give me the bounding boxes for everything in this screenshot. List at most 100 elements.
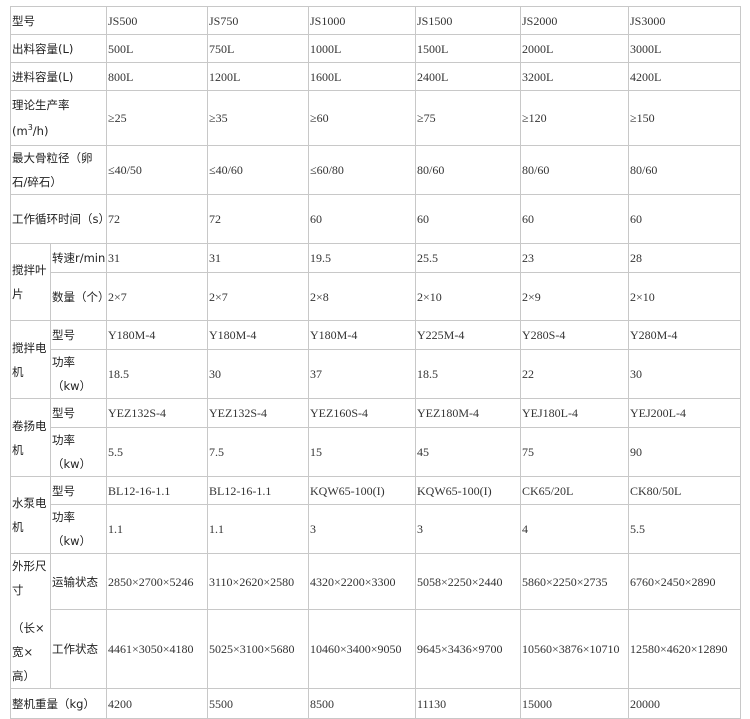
row-label: 最大骨粒径（卵石/碎石） (10, 145, 107, 195)
value-cell: 5500 (207, 688, 309, 719)
value-cell: 20000 (628, 688, 741, 719)
value-cell: 75 (520, 427, 629, 477)
table-row: 出料容量(L) 500L 750L 1000L 1500L 2000L 3000L (10, 34, 741, 63)
row-label: 型号 (10, 6, 107, 35)
table-row: 搅拌叶片 转速r/min 31 31 19.5 25.5 23 28 (10, 243, 741, 321)
value-cell: 45 (415, 427, 521, 477)
value-cell: YEJ180L-4 (520, 398, 629, 428)
table-row: 型号 JS500 JS750 JS1000 JS1500 JS2000 JS3000 (10, 6, 741, 35)
table-row: 最大骨粒径（卵石/碎石） ≤40/50 ≤40/60 ≤60/80 80/60 80/60… (10, 145, 741, 195)
value-cell: 72 (106, 194, 208, 244)
value-cell: 2400L (415, 62, 521, 91)
unit-sup: 3 (27, 123, 33, 133)
value-cell: 30 (207, 349, 309, 399)
value-cell: ≤40/50 (106, 145, 208, 195)
sub-label: 型号 (50, 320, 107, 350)
unit: (m3/h) (12, 123, 49, 139)
value-cell: 30 (628, 349, 741, 399)
table-row: 工作状态 4461×3050×4180 5025×3100×5680 10460×34… (11, 609, 741, 689)
group-label: 搅拌电机 (10, 320, 51, 399)
value-cell: 2×10 (415, 272, 521, 321)
value-cell: 3 (415, 504, 521, 554)
table-row: 外形尺寸 （长×宽×高） 运输状态 2850×2700×5246 3110×2620×2… (10, 552, 741, 689)
value-cell: 4200L (628, 62, 741, 91)
value-cell: 800L (106, 62, 208, 91)
value-cell: 80/60 (415, 145, 521, 195)
value-cell: 1.1 (106, 504, 208, 554)
value-cell: 28 (628, 243, 741, 273)
table-row: 数量（个） 2×7 2×7 2×8 2×10 2×9 2×10 (11, 272, 741, 321)
value-cell: 750L (207, 34, 309, 63)
group-label: 水泵电机 (10, 476, 51, 554)
value-cell: YEZ180M-4 (415, 398, 521, 428)
value-cell: Y280M-4 (628, 320, 741, 350)
table-row: 进料容量(L) 800L 1200L 1600L 2400L 3200L 4200L (10, 62, 741, 91)
value-cell: 60 (415, 194, 521, 244)
value-cell: ≥60 (308, 90, 416, 146)
value-cell: JS750 (207, 6, 309, 35)
value-cell: BL12-16-1.1 (106, 476, 208, 505)
row-label: 进料容量(L) (10, 62, 107, 91)
value-cell: 2×7 (106, 272, 208, 321)
table-row: 功率（kw） 18.5 30 37 18.5 22 30 (11, 349, 741, 399)
value-cell: 80/60 (520, 145, 629, 195)
sub-label: 数量（个） (50, 272, 110, 321)
value-cell: KQW65-100(I) (415, 476, 521, 505)
value-cell: 3200L (520, 62, 629, 91)
value-cell: 18.5 (415, 349, 521, 399)
value-cell: 5.5 (628, 504, 741, 554)
unit-post: /h) (32, 124, 49, 139)
dim-label-bottom: （长×宽×高） (12, 621, 45, 683)
value-cell: 4200 (106, 688, 208, 719)
value-cell: 31 (106, 243, 208, 273)
value-cell: KQW65-100(I) (308, 476, 416, 505)
value-cell: 4461×3050×4180 (106, 609, 208, 689)
dim-label-top: 外形尺寸 (12, 559, 47, 597)
value-cell: YEJ200L-4 (628, 398, 741, 428)
value-cell: 7.5 (207, 427, 309, 477)
sub-label: 功率（kw） (50, 427, 107, 477)
row-label: 出料容量(L) (10, 34, 107, 63)
value-cell: Y180M-4 (308, 320, 416, 350)
value-cell: YEZ160S-4 (308, 398, 416, 428)
value-cell: 23 (520, 243, 629, 273)
value-cell: Y180M-4 (106, 320, 208, 350)
table-row: 工作循环时间（s） 72 72 60 60 60 60 (10, 194, 741, 244)
table-row: 功率（kw） 5.5 7.5 15 45 75 90 (11, 427, 741, 477)
value-cell: 3000L (628, 34, 741, 63)
value-cell: 22 (520, 349, 629, 399)
value-cell: JS500 (106, 6, 208, 35)
value-cell: CK65/20L (520, 476, 629, 505)
value-cell: 500L (106, 34, 208, 63)
value-cell: 5058×2250×2440 (415, 552, 521, 611)
value-cell: 60 (628, 194, 741, 244)
row-label: 理论生产率 (m3/h) (10, 90, 107, 146)
value-cell: ≥120 (520, 90, 629, 146)
sub-label: 型号 (50, 398, 107, 428)
value-cell: 15 (308, 427, 416, 477)
value-cell: ≥150 (628, 90, 741, 146)
value-cell: 2×8 (308, 272, 416, 321)
value-cell: 2000L (520, 34, 629, 63)
value-cell: 11130 (415, 688, 521, 719)
sub-label: 运输状态 (50, 552, 107, 611)
group-label: 外形尺寸 （长×宽×高） (10, 553, 51, 689)
value-cell: ≤40/60 (207, 145, 309, 195)
value-cell: 3110×2620×2580 (207, 552, 309, 611)
value-cell: 4320×2200×3300 (308, 552, 416, 611)
unit-pre: (m (12, 124, 28, 139)
value-cell: ≥35 (207, 90, 309, 146)
value-cell: YEZ132S-4 (106, 398, 208, 428)
value-cell: 5025×3100×5680 (207, 609, 309, 689)
value-cell: 1600L (308, 62, 416, 91)
table-row: 理论生产率 (m3/h) ≥25 ≥35 ≥60 ≥75 ≥120 ≥150 (10, 90, 741, 146)
sub-label: 功率（kw） (50, 349, 107, 399)
value-cell: 90 (628, 427, 741, 477)
value-cell: JS1000 (308, 6, 416, 35)
value-cell: Y180M-4 (207, 320, 309, 350)
value-cell: JS2000 (520, 6, 629, 35)
table-row: 卷扬电机 型号 YEZ132S-4 YEZ132S-4 YEZ160S-4 YEZ180M… (10, 398, 741, 477)
value-cell: 60 (520, 194, 629, 244)
value-cell: JS3000 (628, 6, 741, 35)
value-cell: 9645×3436×9700 (415, 609, 521, 689)
